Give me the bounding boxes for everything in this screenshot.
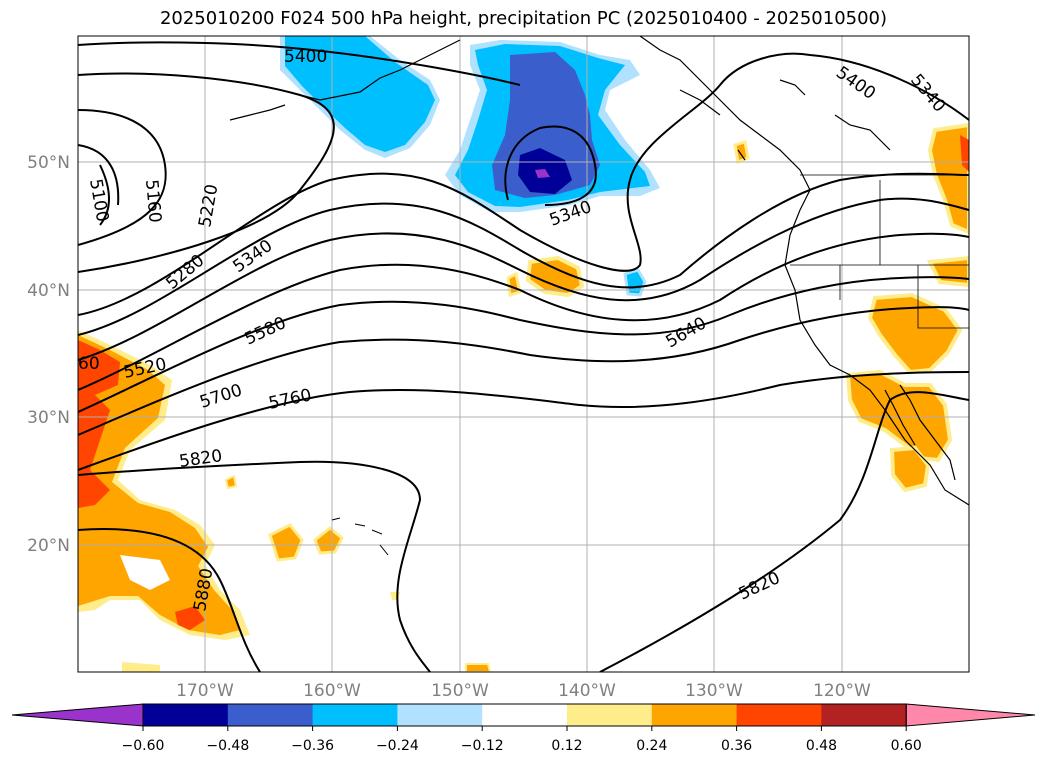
colorbar-segment [821, 704, 907, 726]
colorbar-segment [651, 704, 738, 726]
lon-tick-labels: 170°W 160°W 150°W 140°W 130°W 120°W [176, 681, 871, 701]
gridlines [78, 36, 969, 672]
lat-tick-labels: 20°N 30°N 40°N 50°N [27, 153, 70, 556]
contour-label: 5400 [284, 47, 327, 67]
precip-area-east [927, 122, 969, 235]
colorbar-tick-label: −0.60 [122, 738, 165, 754]
map-frame [77, 35, 970, 673]
colorbar-segment [143, 704, 229, 726]
map-title: 2025010200 F024 500 hPa height, precipit… [159, 8, 888, 29]
height-contours [78, 41, 969, 672]
lon-tick-label: 140°W [558, 681, 616, 701]
lon-tick-label: 150°W [431, 681, 489, 701]
colorbar-segment [312, 704, 398, 726]
colorbar-tick-label: −0.48 [206, 738, 249, 754]
colorbar-segment [482, 704, 568, 726]
contour-label: 5160 [141, 179, 165, 224]
colorbar-tick-label: 0.60 [891, 738, 922, 754]
lon-tick-label: 130°W [685, 681, 743, 701]
colorbar-segment [397, 704, 483, 726]
lat-tick-label: 40°N [27, 281, 70, 301]
hawaii-islands [331, 517, 389, 556]
colorbar-segment [567, 704, 653, 726]
lon-tick-label: 160°W [303, 681, 361, 701]
lat-tick-label: 20°N [27, 536, 70, 556]
colorbar-tick-label: −0.36 [291, 738, 334, 754]
colorbar-tick-label: 0.48 [806, 738, 837, 754]
colorbar-extend-low [11, 703, 144, 727]
lon-tick-label: 120°W [813, 681, 871, 701]
colorbar-segment [736, 704, 822, 726]
lon-tick-label: 170°W [176, 681, 234, 701]
map-area: 5400 5340 5100 5160 5220 5340 5280 5400 … [78, 36, 969, 672]
colorbar-frame [142, 703, 907, 727]
colorbar: −0.60 −0.48 −0.36 −0.24 −0.12 0.12 0.24 0.36 0.4… [11, 703, 1036, 754]
colorbar-tick-label: −0.12 [461, 738, 504, 754]
lat-tick-label: 50°N [27, 153, 70, 173]
colorbar-tick-label: 0.24 [636, 738, 667, 754]
colorbar-tick-label: 0.36 [721, 738, 752, 754]
colorbar-segment [227, 704, 314, 726]
contour-label: 60 [78, 354, 100, 374]
colorbar-tick-label: −0.24 [376, 738, 419, 754]
colorbar-tick-label: 0.12 [551, 738, 582, 754]
lat-tick-label: 30°N [27, 408, 70, 428]
colorbar-extend-high [905, 703, 1036, 727]
